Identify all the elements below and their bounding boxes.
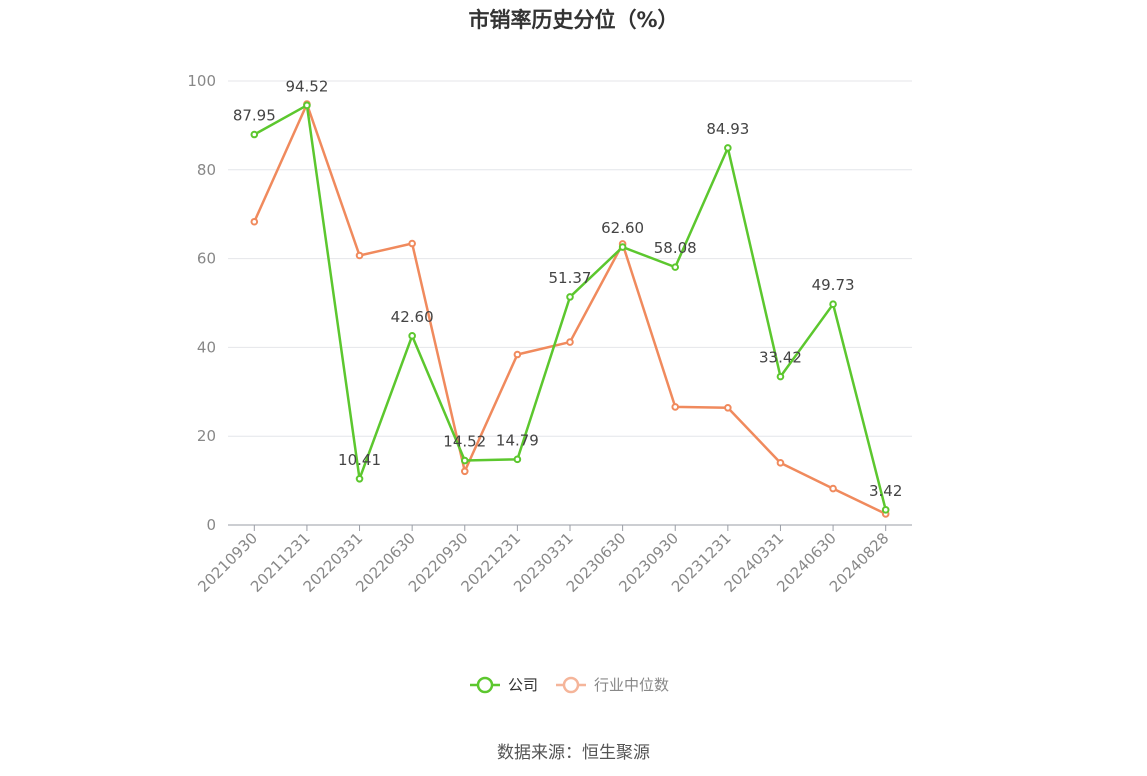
data-point-company	[829, 300, 837, 308]
data-point-industry-median	[250, 217, 259, 226]
data-point-industry-median	[829, 484, 837, 493]
axes: 0204060801002021093020211231202203312022…	[187, 72, 912, 596]
data-point-company	[671, 263, 680, 271]
y-tick-label: 60	[197, 250, 216, 268]
data-source: 数据来源：恒生聚源	[497, 743, 650, 763]
y-tick-label: 20	[197, 427, 216, 445]
data-point-company	[566, 293, 574, 301]
data-label: 14.79	[496, 431, 539, 449]
data-label: 51.37	[549, 269, 592, 287]
data-point-company	[513, 455, 522, 464]
data-label: 84.93	[706, 120, 749, 138]
data-point-company	[460, 456, 469, 465]
series-layer	[250, 100, 890, 518]
data-label: 87.95	[233, 107, 276, 125]
chart-title: 市销率历史分位（%）	[468, 8, 679, 32]
data-label: 49.73	[812, 276, 855, 294]
legend-label: 公司	[508, 676, 538, 694]
data-point-industry-median	[355, 251, 364, 260]
data-label: 94.52	[285, 77, 328, 95]
data-label: 42.60	[391, 308, 434, 326]
data-label: 14.52	[443, 433, 486, 451]
data-label: 3.42	[869, 482, 902, 500]
legend-circle-icon	[476, 676, 494, 694]
data-point-company	[724, 144, 732, 152]
data-point-industry-median	[408, 239, 416, 248]
legend-item-company[interactable]: 公司	[470, 676, 538, 694]
legend-circle-icon	[562, 676, 580, 694]
grid-lines	[228, 80, 912, 437]
data-point-industry-median	[460, 467, 469, 476]
data-label: 10.41	[338, 451, 381, 469]
series-line-company	[253, 104, 887, 511]
data-point-company	[303, 101, 311, 110]
data-point-company	[881, 506, 890, 514]
y-tick-label: 100	[187, 72, 216, 90]
data-point-company	[250, 130, 259, 139]
data-label: 33.42	[759, 349, 802, 367]
data-point-industry-median	[513, 350, 522, 359]
legend-label: 行业中位数	[594, 676, 669, 694]
data-point-company	[776, 372, 785, 381]
y-tick-label: 80	[197, 161, 216, 179]
data-point-company	[408, 332, 416, 340]
y-tick-label: 0	[206, 516, 216, 534]
data-labels: 87.95 94.52 10.41 42.60 14.52 14.79 51.37 62.60…	[233, 77, 903, 499]
data-point-industry-median	[566, 338, 574, 346]
legend[interactable]: 公司 行业中位数	[470, 676, 669, 694]
data-label: 58.08	[654, 239, 697, 257]
data-label: 62.60	[601, 219, 644, 237]
data-point-industry-median	[671, 403, 680, 411]
data-point-company	[618, 243, 627, 251]
legend-item-industry-median[interactable]: 行业中位数	[556, 676, 669, 694]
data-point-industry-median	[776, 459, 785, 467]
data-point-company	[355, 474, 364, 483]
y-tick-label: 40	[197, 338, 216, 356]
data-point-industry-median	[724, 403, 732, 412]
